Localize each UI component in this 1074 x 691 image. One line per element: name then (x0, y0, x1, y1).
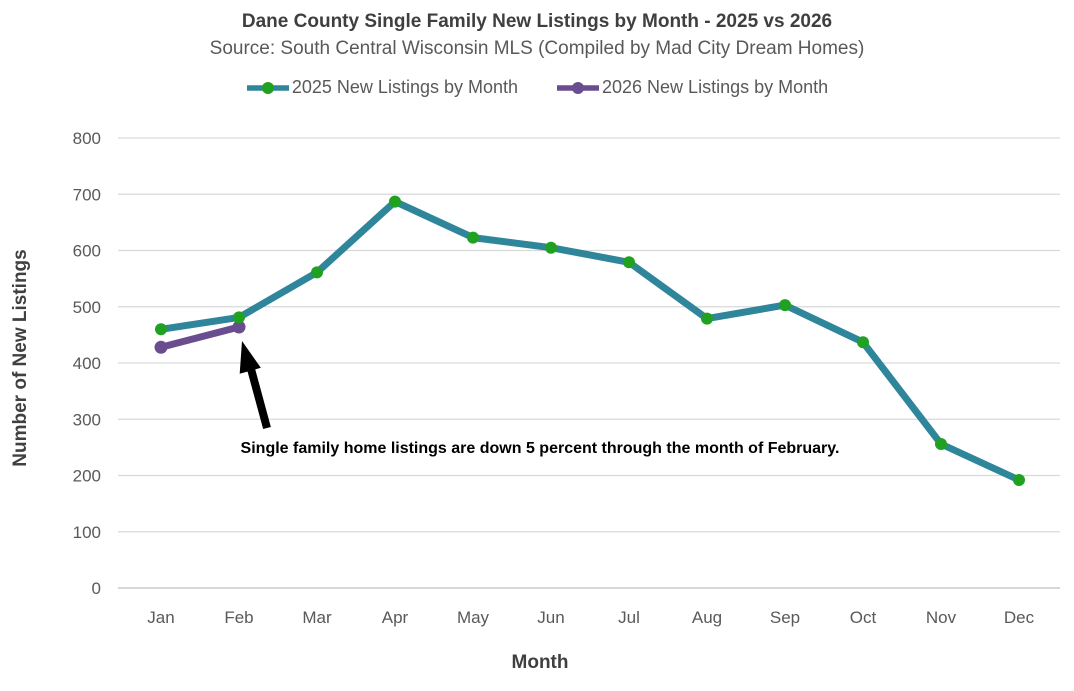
svg-text:Jun: Jun (537, 608, 564, 627)
svg-text:Jan: Jan (147, 608, 174, 627)
legend-label-2026: 2026 New Listings by Month (602, 77, 829, 97)
svg-text:600: 600 (73, 242, 101, 261)
chart-subtitle: Source: South Central Wisconsin MLS (Com… (209, 38, 865, 59)
svg-text:800: 800 (73, 129, 101, 148)
svg-text:100: 100 (73, 523, 101, 542)
svg-text:Sep: Sep (770, 608, 800, 627)
gridlines (118, 137, 1060, 589)
svg-text:Mar: Mar (302, 608, 332, 627)
series-2026-line (157, 323, 243, 351)
y-tick-labels: 0 100 200 300 400 500 600 700 800 (73, 129, 101, 598)
legend-item-2026: 2026 New Listings by Month (556, 77, 828, 98)
svg-text:Feb: Feb (224, 608, 253, 627)
legend-label-2025: 2025 New Listings by Month (291, 77, 518, 97)
svg-text:0: 0 (92, 579, 101, 598)
data-point-markers (154, 195, 1025, 486)
annotation-text: Single family home listings are down 5 p… (240, 440, 840, 457)
svg-text:Oct: Oct (850, 608, 877, 627)
legend-marker-2025-icon (246, 81, 289, 94)
svg-text:Aug: Aug (692, 608, 722, 627)
svg-text:300: 300 (73, 410, 101, 429)
annotation-arrow (239, 341, 271, 430)
legend-marker-2026-icon (557, 81, 599, 94)
legend: 2025 New Listings by Month 2026 New List… (0, 77, 1074, 98)
svg-text:Dec: Dec (1004, 608, 1035, 627)
svg-text:Apr: Apr (382, 608, 409, 627)
svg-text:May: May (457, 608, 490, 627)
svg-text:200: 200 (73, 467, 101, 486)
chart-title: Dane County Single Family New Listings b… (241, 11, 833, 32)
x-axis-title: Month (511, 652, 569, 673)
svg-text:500: 500 (73, 298, 101, 317)
svg-text:400: 400 (73, 354, 101, 373)
svg-text:700: 700 (73, 185, 101, 204)
legend-item-2025: 2025 New Listings by Month (246, 77, 518, 98)
x-tick-labels: Jan Feb Mar Apr May Jun Jul Aug Sep Oct Nov Dec (147, 608, 1034, 627)
svg-text:Jul: Jul (618, 608, 640, 627)
series-2025-line (157, 198, 1023, 484)
svg-text:Nov: Nov (926, 608, 957, 627)
